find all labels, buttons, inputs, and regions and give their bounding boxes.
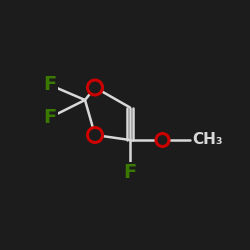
Text: F: F xyxy=(44,76,57,94)
Text: F: F xyxy=(44,108,57,127)
Text: CH₃: CH₃ xyxy=(192,132,223,148)
Circle shape xyxy=(156,134,169,146)
Text: F: F xyxy=(124,163,136,182)
Circle shape xyxy=(88,80,102,95)
Circle shape xyxy=(88,128,102,142)
